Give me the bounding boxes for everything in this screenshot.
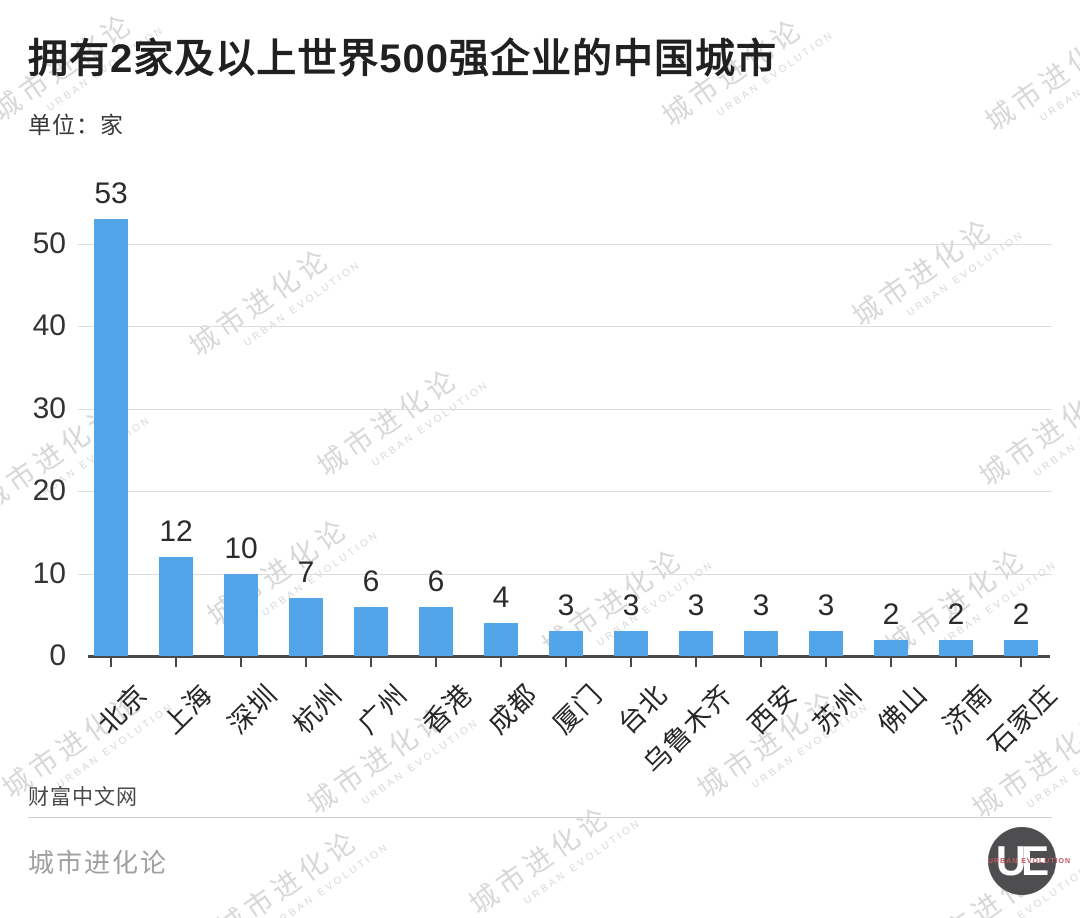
gridline [78, 326, 1052, 328]
x-axis-line [88, 655, 1050, 658]
x-axis-tick [1020, 658, 1022, 667]
bar [744, 631, 778, 656]
bar-value-label: 2 [882, 597, 900, 631]
brand-name: 城市进化论 [28, 848, 169, 878]
bar-value-label: 3 [752, 589, 770, 623]
x-axis-tick [630, 658, 632, 667]
x-axis-tick [760, 658, 762, 667]
data-source-label: 财富中文网 [28, 786, 138, 809]
gridline [78, 408, 1052, 410]
bar [809, 631, 843, 656]
bar [549, 631, 583, 656]
x-tick-label: 深圳 [222, 678, 284, 740]
bar [289, 598, 323, 656]
bar-value-label: 6 [362, 564, 380, 598]
bar-value-label: 3 [687, 589, 705, 623]
x-axis-tick [305, 658, 307, 667]
x-tick-label: 佛山 [872, 678, 934, 740]
bar-value-label: 2 [947, 597, 965, 631]
bar-value-label: 4 [492, 581, 510, 615]
bar-value-label: 3 [622, 589, 640, 623]
gridline [78, 491, 1052, 493]
x-axis-tick [890, 658, 892, 667]
x-tick-label: 香港 [417, 678, 479, 740]
bar [874, 639, 908, 656]
page-title: 拥有2家及以上世界500强企业的中国城市 [28, 37, 777, 81]
x-tick-label: 北京 [92, 678, 154, 740]
footer-divider [28, 817, 1052, 818]
bar [419, 606, 453, 656]
urban-evolution-logo-icon: UE URBAN EVOLUTION [988, 827, 1072, 895]
bar-value-label: 10 [224, 531, 258, 565]
logo-subtext: URBAN EVOLUTION [988, 858, 1072, 865]
y-tick-label: 50 [32, 227, 66, 260]
bar [159, 557, 193, 656]
bar [484, 623, 518, 656]
x-axis-tick [175, 658, 177, 667]
x-axis-tick [955, 658, 957, 667]
bar [614, 631, 648, 656]
y-tick-label: 30 [32, 391, 66, 425]
gridline [78, 573, 1052, 575]
bar [94, 219, 128, 656]
x-axis-tick [435, 658, 437, 667]
y-tick-label: 0 [49, 639, 66, 672]
bar [679, 631, 713, 656]
x-axis-tick [500, 658, 502, 667]
bar-value-label: 2 [1012, 597, 1030, 631]
x-axis-tick [825, 658, 827, 667]
x-axis-tick [110, 658, 112, 667]
bar-value-label: 12 [159, 515, 193, 549]
x-tick-label: 西安 [742, 678, 804, 740]
x-tick-label: 厦门 [547, 678, 609, 740]
x-tick-label: 广州 [352, 678, 414, 740]
gridline [78, 244, 1052, 245]
x-axis-tick [240, 658, 242, 667]
x-tick-label: 苏州 [807, 678, 869, 740]
y-tick-label: 10 [32, 556, 66, 590]
y-tick-label: 40 [32, 309, 66, 343]
x-axis-tick [370, 658, 372, 667]
unit-label: 单位：家 [28, 112, 124, 138]
bar-value-label: 3 [557, 589, 575, 623]
x-tick-label: 成都 [482, 678, 544, 740]
bar [224, 573, 258, 656]
bar-value-label: 53 [94, 177, 128, 211]
x-tick-label: 石家庄 [982, 678, 1064, 760]
logo-letters: UE [995, 837, 1049, 884]
x-axis-tick [565, 658, 567, 667]
bar [1004, 639, 1038, 656]
y-tick-label: 20 [32, 474, 66, 508]
x-axis-tick [695, 658, 697, 667]
x-tick-label: 杭州 [287, 678, 349, 740]
bar [939, 639, 973, 656]
bar [354, 606, 388, 656]
x-tick-label: 上海 [157, 678, 219, 740]
bar-value-label: 7 [297, 556, 315, 590]
bar-value-label: 3 [817, 589, 835, 623]
bar-value-label: 6 [427, 564, 445, 598]
